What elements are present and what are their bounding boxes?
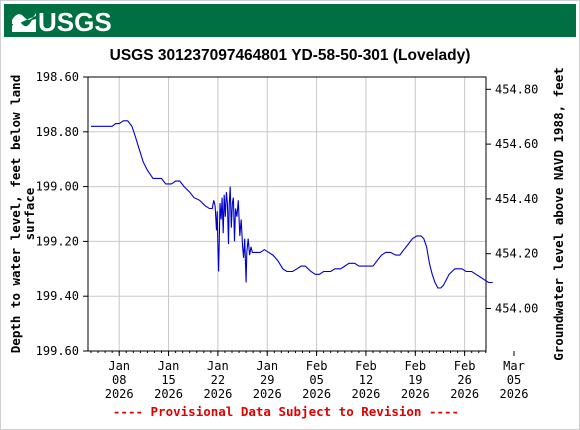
- usgs-logo[interactable]: USGS: [10, 6, 120, 36]
- x-tick-label: 12: [359, 373, 373, 387]
- usgs-logo-text: USGS: [38, 7, 112, 36]
- x-tick-label: Mar: [503, 359, 525, 373]
- x-tick-label: 26: [457, 373, 471, 387]
- x-tick-label: Jan: [108, 359, 130, 373]
- y-left-tick-label: 198.80: [36, 125, 79, 139]
- x-tick-label: Jan: [158, 359, 180, 373]
- y-left-tick-labels: 198.60 198.80 199.00 199.20 199.40 199.60: [36, 70, 79, 358]
- x-tick-label: Jan: [256, 359, 278, 373]
- x-tick-label: Feb: [404, 359, 426, 373]
- x-tick-label: 2026: [105, 387, 134, 401]
- x-tick-label: 2026: [401, 387, 430, 401]
- y-right-tick-label: 454.60: [495, 137, 538, 151]
- y-right-tick-label: 454.00: [495, 302, 538, 316]
- x-tick-labels: Jan082026Jan152026Jan222026Jan292026Feb0…: [105, 359, 529, 401]
- x-tick-label: 22: [211, 373, 225, 387]
- x-tick-label: 2026: [450, 387, 479, 401]
- y-left-tick-label: 199.60: [36, 344, 79, 358]
- y-left-tick-label: 198.60: [36, 70, 79, 84]
- y-right-tick-label: 454.40: [495, 192, 538, 206]
- x-tick-label: Jan: [207, 359, 229, 373]
- x-tick-label: 05: [309, 373, 323, 387]
- x-tick-label: 2026: [253, 387, 282, 401]
- series-line: [91, 120, 493, 289]
- x-tick-label: 2026: [203, 387, 232, 401]
- y-right-tick-labels: 454.80 454.60 454.40 454.20 454.00: [495, 82, 538, 315]
- y-left-label-line2: surface: [22, 187, 37, 240]
- grid-lines: [88, 77, 486, 351]
- x-tick-label: 05: [507, 373, 521, 387]
- x-tick-label: 19: [408, 373, 422, 387]
- x-tick-label: 15: [161, 373, 175, 387]
- plot-area: [87, 76, 487, 352]
- x-tick-label: 29: [260, 373, 274, 387]
- y-left-tick-label: 199.20: [36, 234, 79, 248]
- x-tick-label: 2026: [500, 387, 529, 401]
- chart-title: USGS 301237097464801 YD-58-50-301 (Lovel…: [110, 47, 471, 64]
- x-tick-label: Feb: [454, 359, 476, 373]
- y-left-label-line1: Depth to water level, feet below land: [8, 75, 23, 353]
- x-tick-label: 08: [112, 373, 126, 387]
- y-left-tick-label: 199.40: [36, 289, 79, 303]
- x-tick-label: 2026: [302, 387, 331, 401]
- axis-ticks: [83, 76, 515, 356]
- provisional-footnote: ---- Provisional Data Subject to Revisio…: [113, 404, 459, 419]
- y-left-tick-label: 199.00: [36, 180, 79, 194]
- usgs-banner: USGS: [4, 4, 576, 37]
- x-tick-label: 2026: [154, 387, 183, 401]
- x-tick-label: Feb: [306, 359, 328, 373]
- y-right-tick-label: 454.20: [495, 247, 538, 261]
- y-right-label: Groundwater level above NAVD 1988, feet: [551, 67, 566, 361]
- x-tick-label: Feb: [355, 359, 377, 373]
- y-right-tick-label: 454.80: [495, 82, 538, 96]
- usgs-wave-icon: [12, 11, 36, 32]
- x-tick-label: 2026: [351, 387, 380, 401]
